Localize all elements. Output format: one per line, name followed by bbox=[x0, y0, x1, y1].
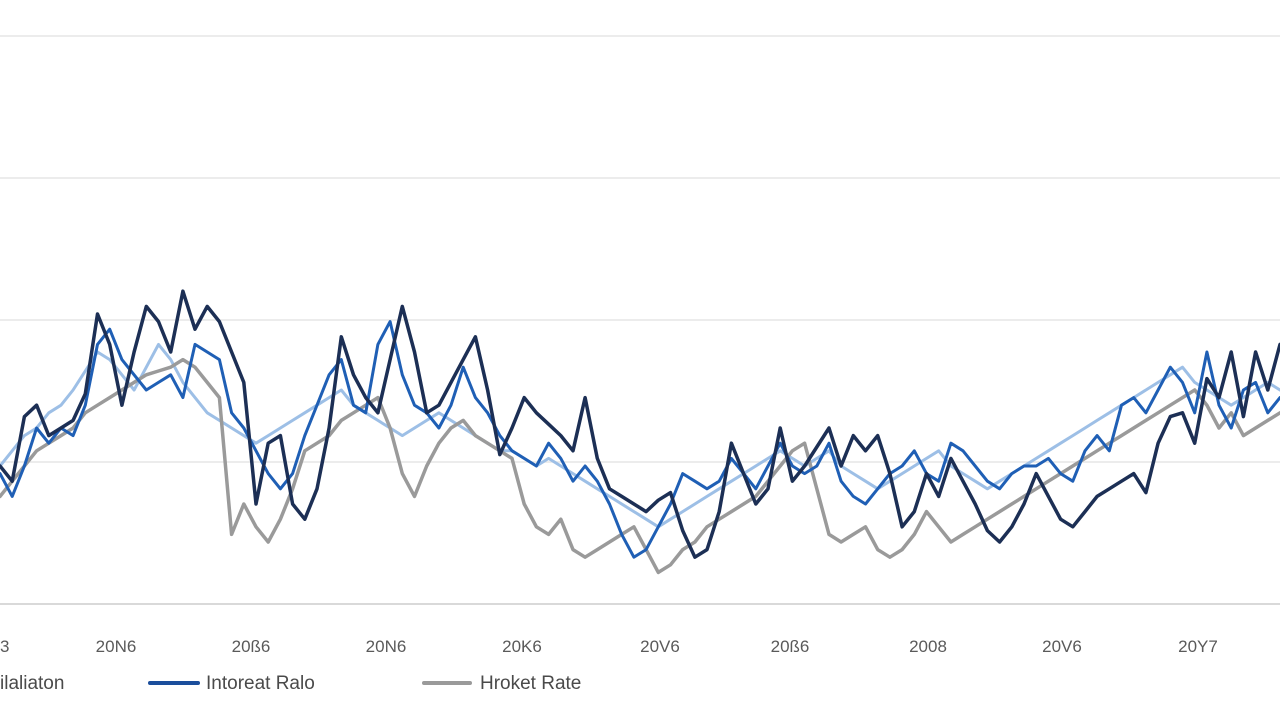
x-tick-label: 20Y7 bbox=[1178, 637, 1218, 656]
x-tick-label: 20K6 bbox=[502, 637, 542, 656]
legend-item-3: Hroket Rate bbox=[422, 673, 581, 694]
series-line-1 bbox=[0, 289, 1280, 559]
series-line-2 bbox=[0, 320, 1280, 559]
x-tick-label: 20V6 bbox=[1042, 637, 1082, 656]
series-line-4 bbox=[0, 357, 1280, 575]
series-layer bbox=[0, 289, 1280, 575]
legend-label-2: Intoreat Ralo bbox=[206, 673, 315, 694]
legend-item-1: ilaliaton bbox=[0, 673, 64, 694]
x-tick-label: 20N6 bbox=[366, 637, 407, 656]
legend-label-1: ilaliaton bbox=[0, 673, 64, 694]
x-tick-label: 20ß6 bbox=[232, 637, 271, 656]
x-tick-label: 20N6 bbox=[96, 637, 137, 656]
gridlines bbox=[0, 35, 1280, 463]
legend: ilaliaton Intoreat Ralo Hroket Rate bbox=[0, 673, 581, 694]
x-axis-ticks: 3 20N6 20ß6 20N6 20K6 20V6 20ß6 2008 20V6 20Y7 bbox=[0, 637, 1218, 656]
legend-label-3: Hroket Rate bbox=[480, 673, 581, 694]
x-tick-label: 20V6 bbox=[640, 637, 680, 656]
legend-item-2: Intoreat Ralo bbox=[148, 673, 315, 694]
x-tick-label: 3 bbox=[0, 637, 9, 656]
x-tick-label: 2008 bbox=[909, 637, 947, 656]
x-tick-label: 20ß6 bbox=[771, 637, 810, 656]
series-line-3 bbox=[0, 342, 1280, 529]
